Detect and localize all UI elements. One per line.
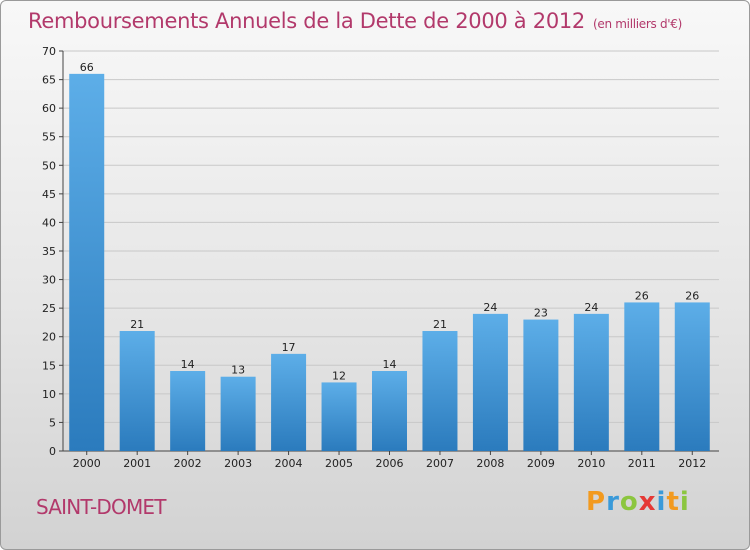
x-tick-label: 2008	[476, 457, 504, 470]
y-tick-label: 10	[42, 388, 56, 401]
value-label: 17	[282, 341, 296, 354]
logo-letter: i	[656, 487, 667, 517]
x-tick-label: 2012	[678, 457, 706, 470]
bar	[472, 313, 508, 451]
y-tick-label: 65	[42, 74, 56, 87]
bar	[624, 302, 660, 451]
value-label: 26	[685, 289, 699, 302]
data-labels: 66 21 14 13 17 12 14 21 24 23 24 26 26	[80, 61, 700, 383]
x-tick-label: 2011	[628, 457, 656, 470]
logo-letter: i	[679, 487, 690, 517]
x-tick-label: 2010	[577, 457, 605, 470]
value-label: 12	[332, 369, 346, 382]
value-label: 24	[584, 301, 598, 314]
commune-name: SAINT-DOMET	[36, 495, 166, 519]
logo-letter: o	[619, 487, 639, 517]
y-tick-label: 20	[42, 331, 56, 344]
bar	[372, 371, 407, 451]
value-label: 14	[383, 358, 397, 371]
bar	[220, 376, 256, 451]
y-tick-label: 15	[42, 359, 56, 372]
value-label: 21	[433, 318, 447, 331]
bars	[69, 73, 710, 451]
bar	[119, 331, 155, 451]
y-tick-label: 0	[49, 445, 56, 458]
logo-letter: t	[666, 487, 680, 517]
y-tick-label: 45	[42, 188, 56, 201]
value-label: 21	[130, 318, 144, 331]
bar	[674, 302, 710, 451]
value-label: 23	[534, 307, 548, 320]
y-tick-label: 60	[42, 102, 56, 115]
logo-letter: P	[586, 487, 607, 517]
y-tick-label: 25	[42, 302, 56, 315]
x-tick-label: 2003	[224, 457, 252, 470]
y-tick-label: 5	[49, 416, 56, 429]
bar	[69, 73, 105, 451]
x-tick-label: 2001	[123, 457, 151, 470]
chart-title-text: Remboursements Annuels de la Dette de 20…	[28, 9, 585, 33]
chart-title: Remboursements Annuels de la Dette de 20…	[28, 9, 682, 33]
x-tick-label: 2000	[73, 457, 101, 470]
value-label: 24	[483, 301, 497, 314]
y-tick-label: 70	[42, 45, 56, 58]
y-tick-label: 35	[42, 245, 56, 258]
bar	[573, 313, 609, 451]
chart-subtitle: (en milliers d'€)	[593, 17, 683, 31]
value-label: 26	[635, 289, 649, 302]
bar	[170, 371, 206, 451]
y-tick-label: 50	[42, 159, 56, 172]
x-tick-label: 2009	[527, 457, 555, 470]
logo-letter: r	[606, 487, 620, 517]
x-tick-label: 2006	[376, 457, 404, 470]
value-label: 14	[181, 358, 195, 371]
value-label: 13	[231, 364, 245, 377]
y-tick-label: 30	[42, 274, 56, 287]
x-tick-label: 2004	[275, 457, 303, 470]
x-tick-label: 2002	[174, 457, 202, 470]
y-tick-label: 40	[42, 216, 56, 229]
logo-letter: x	[638, 487, 657, 517]
proxiti-logo: Proxiti	[586, 487, 690, 517]
bar	[422, 331, 458, 451]
x-tick-label: 2005	[325, 457, 353, 470]
bar	[321, 382, 357, 451]
bar	[523, 319, 559, 451]
x-tick-label: 2007	[426, 457, 454, 470]
value-label: 66	[80, 61, 94, 74]
y-tick-label: 55	[42, 131, 56, 144]
axes: 0 5 10 15 20 25 30 35 40 45 50 55 60 65 70 2000 2001 2002…	[42, 45, 719, 470]
bar	[271, 353, 307, 451]
